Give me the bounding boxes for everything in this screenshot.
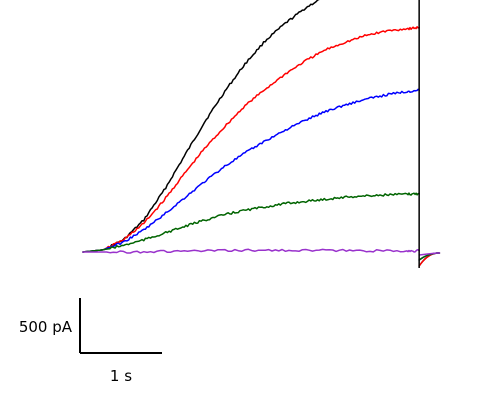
trace-series-5	[82, 248, 420, 254]
trace-tail-5	[418, 252, 441, 256]
trace-group	[82, 0, 441, 267]
scale-bar-x-label: 1 s	[110, 367, 132, 385]
trace-series-2	[82, 26, 420, 253]
trace-series-1	[82, 0, 320, 253]
trace-series-3	[82, 88, 420, 253]
trace-series-4	[82, 192, 420, 253]
scale-bar-y-label: 500 pA	[19, 318, 73, 336]
scale-bar: 500 pA 1 s	[19, 298, 162, 385]
